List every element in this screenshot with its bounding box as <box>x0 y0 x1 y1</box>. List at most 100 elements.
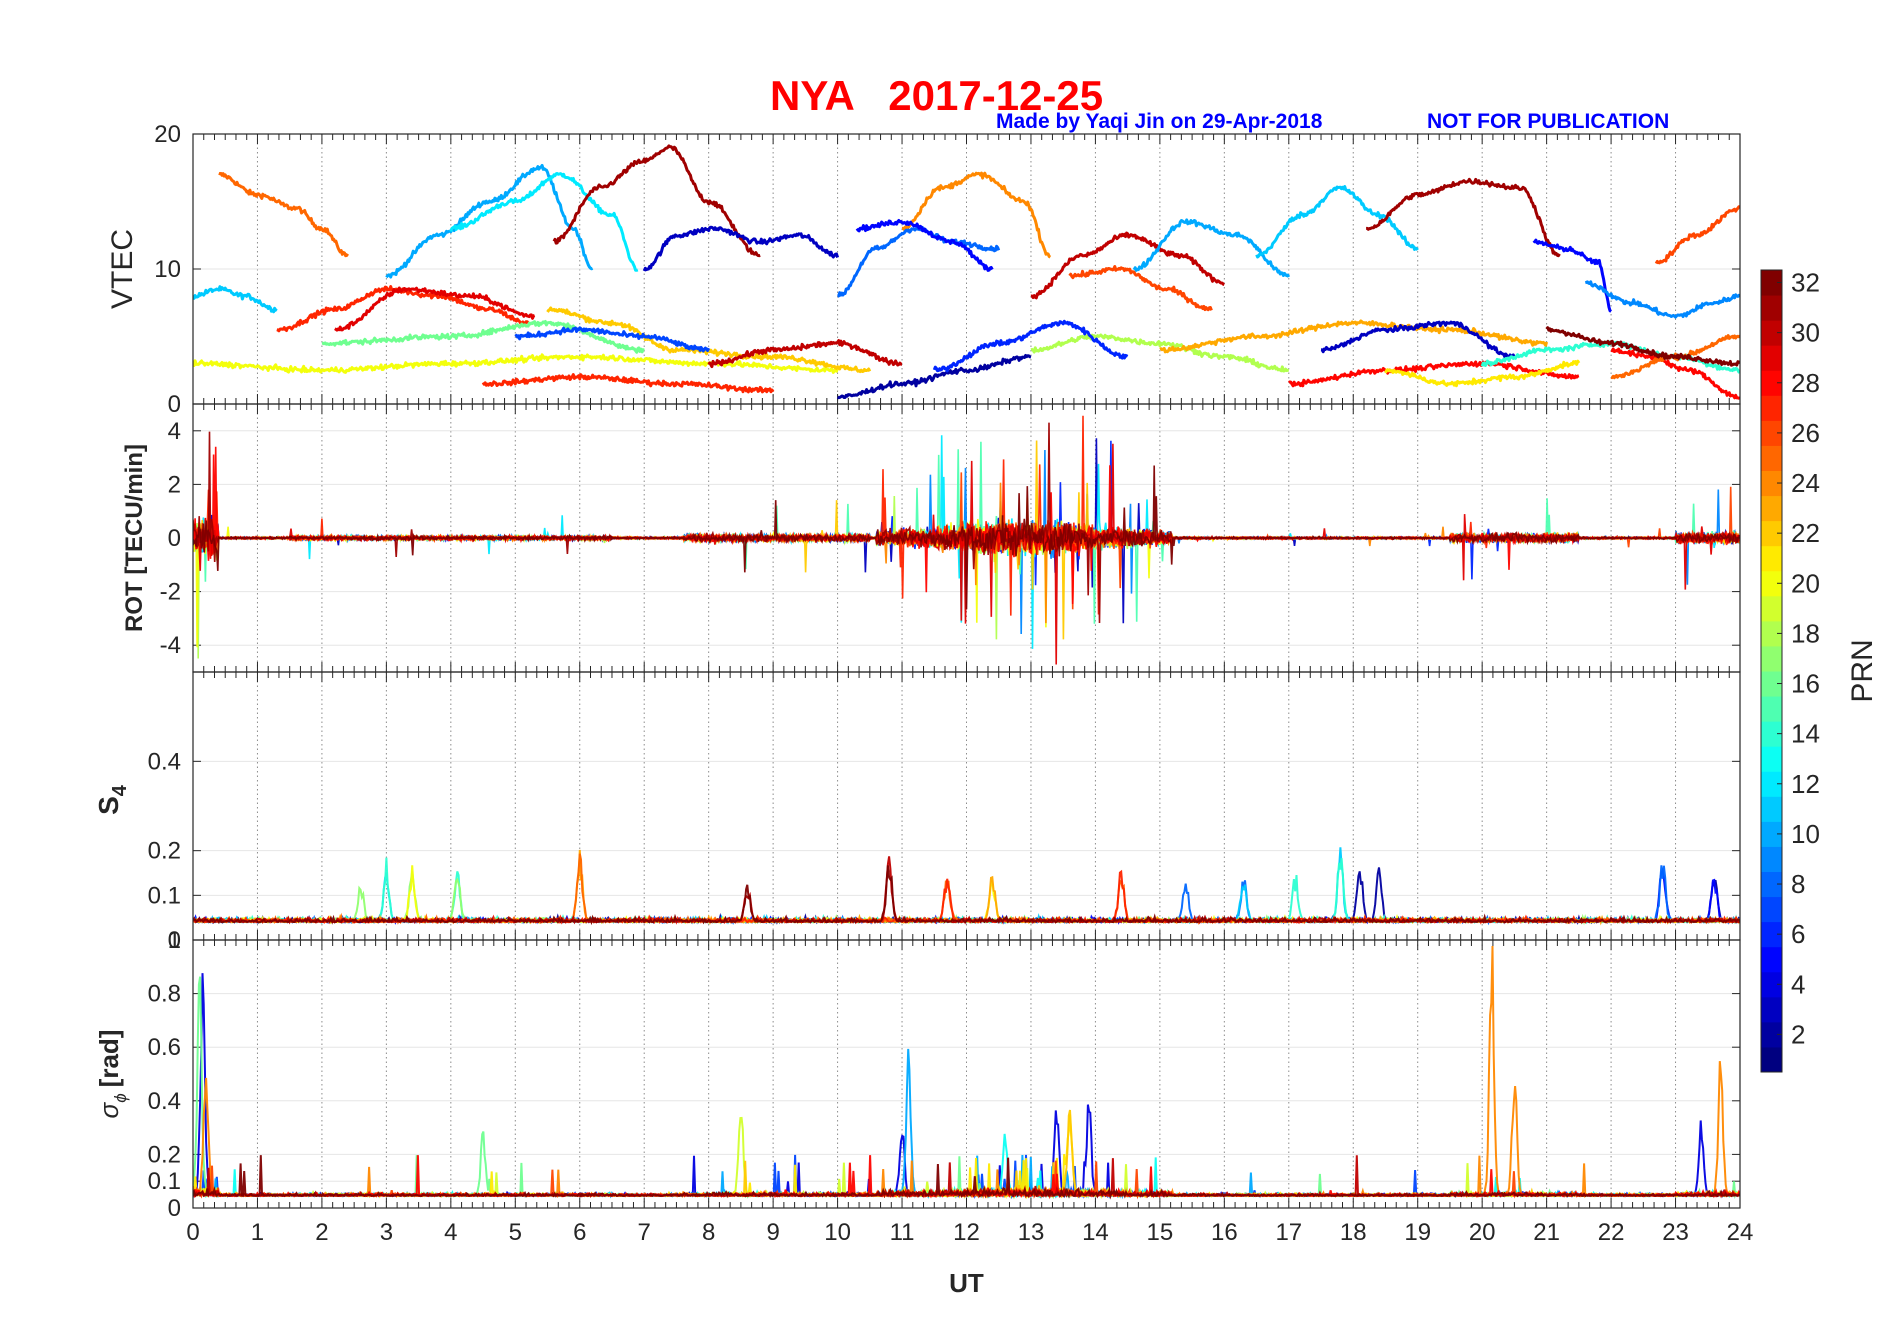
y-tick-label: 20 <box>154 121 181 148</box>
x-tick-label: 4 <box>444 1219 457 1246</box>
x-tick-label: 3 <box>380 1219 393 1246</box>
panel-border <box>192 939 1741 1209</box>
y-tick-label: 0 <box>168 391 181 418</box>
vtec-series-prn-26 <box>1068 265 1213 312</box>
rot-series-prn-32 <box>193 465 1740 610</box>
colorbar-segment <box>1761 595 1782 622</box>
colorbar-segment <box>1761 445 1782 471</box>
vtec-series-prn-21 <box>1384 359 1581 388</box>
vtec-series-prn-3 <box>642 225 840 272</box>
x-tick-label: 13 <box>1018 1219 1045 1246</box>
y-tick-label: 0.1 <box>148 1168 181 1195</box>
y-tick-label: 2 <box>168 471 181 498</box>
vtec-series-prn-30 <box>1030 231 1225 300</box>
colorbar-tick-label: 10 <box>1791 819 1820 849</box>
colorbar-segment <box>1761 295 1782 321</box>
vtec-series-prn-29 <box>334 286 536 332</box>
colorbar-tick-label: 6 <box>1791 919 1805 949</box>
x-tick-label: 2 <box>315 1219 328 1246</box>
colorbar-segment <box>1761 871 1782 898</box>
colorbar-segment <box>1761 420 1782 446</box>
y-tick-label: 0 <box>168 1195 181 1222</box>
colorbar-tick-label: 14 <box>1791 719 1820 749</box>
x-tick-label: 17 <box>1275 1219 1302 1246</box>
x-tick-label: 15 <box>1147 1219 1174 1246</box>
x-tick-label: 1 <box>251 1219 264 1246</box>
colorbar-segment <box>1761 746 1782 772</box>
x-tick-label: 14 <box>1082 1219 1109 1246</box>
sigma-axis-unit: [rad] <box>94 1030 124 1088</box>
vtec-series-prn-2 <box>836 353 1032 400</box>
colorbar-segment <box>1761 696 1782 722</box>
colorbar-tick-label: 30 <box>1791 318 1820 348</box>
colorbar-segment <box>1761 495 1782 522</box>
vtec-series-prn-5 <box>855 219 994 272</box>
colorbar-segment <box>1761 896 1782 923</box>
s4-axis-label-subscript: 4 <box>109 784 131 796</box>
colorbar-segment <box>1761 996 1782 1023</box>
y-tick-label: 0.8 <box>148 981 181 1008</box>
colorbar-segment <box>1761 946 1782 973</box>
panel-background <box>193 940 1740 1208</box>
vtec-series-prn-31 <box>552 144 761 258</box>
publication-notice: NOT FOR PUBLICATION <box>1427 110 1670 133</box>
colorbar-segment <box>1761 796 1782 822</box>
colorbar-segment <box>1761 270 1782 296</box>
colorbar-tick-label: 28 <box>1791 368 1820 398</box>
vtec-series-group <box>193 144 1740 400</box>
vtec-axis-label: VTEC <box>106 229 139 309</box>
x-tick-label: 9 <box>766 1219 779 1246</box>
colorbar-tick-label: 8 <box>1791 869 1805 899</box>
colorbar-segment <box>1761 620 1782 647</box>
colorbar-segment <box>1761 971 1782 998</box>
y-tick-label: 10 <box>154 256 181 283</box>
colorbar-segment <box>1761 570 1782 597</box>
x-tick-label: 10 <box>824 1219 851 1246</box>
x-tick-label: 24 <box>1727 1219 1754 1246</box>
colorbar-segment <box>1761 645 1782 672</box>
colorbar-segment <box>1761 345 1782 371</box>
panel-s4 <box>192 672 1741 941</box>
vtec-series-prn-11 <box>1255 185 1419 259</box>
vtec-series-prn-30 <box>707 339 903 369</box>
x-tick-label: 23 <box>1662 1219 1689 1246</box>
vtec-series-prn-25 <box>1610 334 1740 380</box>
colorbar-segment <box>1761 1021 1782 1048</box>
vtec-series-prn-24 <box>901 171 1052 259</box>
vtec-series-prn-31 <box>1365 177 1561 258</box>
colorbar-segment <box>1761 520 1782 547</box>
sigma-axis-subscript: ϕ <box>111 1093 130 1102</box>
s4-series-group <box>193 847 1740 926</box>
x-tick-label: 20 <box>1469 1219 1496 1246</box>
author-note: Made by Yaqi Jin on 29-Apr-2018 <box>996 110 1323 133</box>
vtec-series-prn-5 <box>1532 238 1612 313</box>
vtec-series-prn-18 <box>1030 333 1290 373</box>
colorbar-segment <box>1761 771 1782 797</box>
y-tick-label: 0.2 <box>148 838 181 865</box>
vtec-series-prn-10 <box>385 163 594 279</box>
y-tick-label: 0.4 <box>148 1088 181 1115</box>
colorbar-segment <box>1761 846 1782 872</box>
s4-axis-label-base: S <box>93 796 124 815</box>
sigma-axis-symbol: σ <box>94 1101 124 1118</box>
colorbar-tick-label: 20 <box>1791 568 1820 598</box>
x-tick-label: 5 <box>509 1219 522 1246</box>
vtec-series-prn-6 <box>932 319 1129 373</box>
colorbar-segment <box>1761 470 1782 497</box>
y-tick-label: 0 <box>168 525 181 552</box>
x-tick-label: 7 <box>638 1219 651 1246</box>
colorbar-segment <box>1761 370 1782 396</box>
x-tick-label: 22 <box>1598 1219 1625 1246</box>
panel-sigma-phi <box>192 939 1741 1209</box>
colorbar-tick-label: 2 <box>1791 1019 1805 1049</box>
colorbar-segment <box>1761 395 1782 421</box>
figure-title: NYA 2017-12-25 <box>770 72 1104 119</box>
colorbar-segment <box>1761 1046 1782 1073</box>
x-axis-label: UT <box>949 1268 984 1298</box>
s4-axis-label: S4 <box>93 784 131 815</box>
sigma-series-prn-32 <box>193 1155 1740 1200</box>
y-tick-label: 0.2 <box>148 1141 181 1168</box>
vtec-series-prn-3 <box>1320 320 1516 361</box>
vtec-series-prn-26 <box>1654 205 1740 265</box>
